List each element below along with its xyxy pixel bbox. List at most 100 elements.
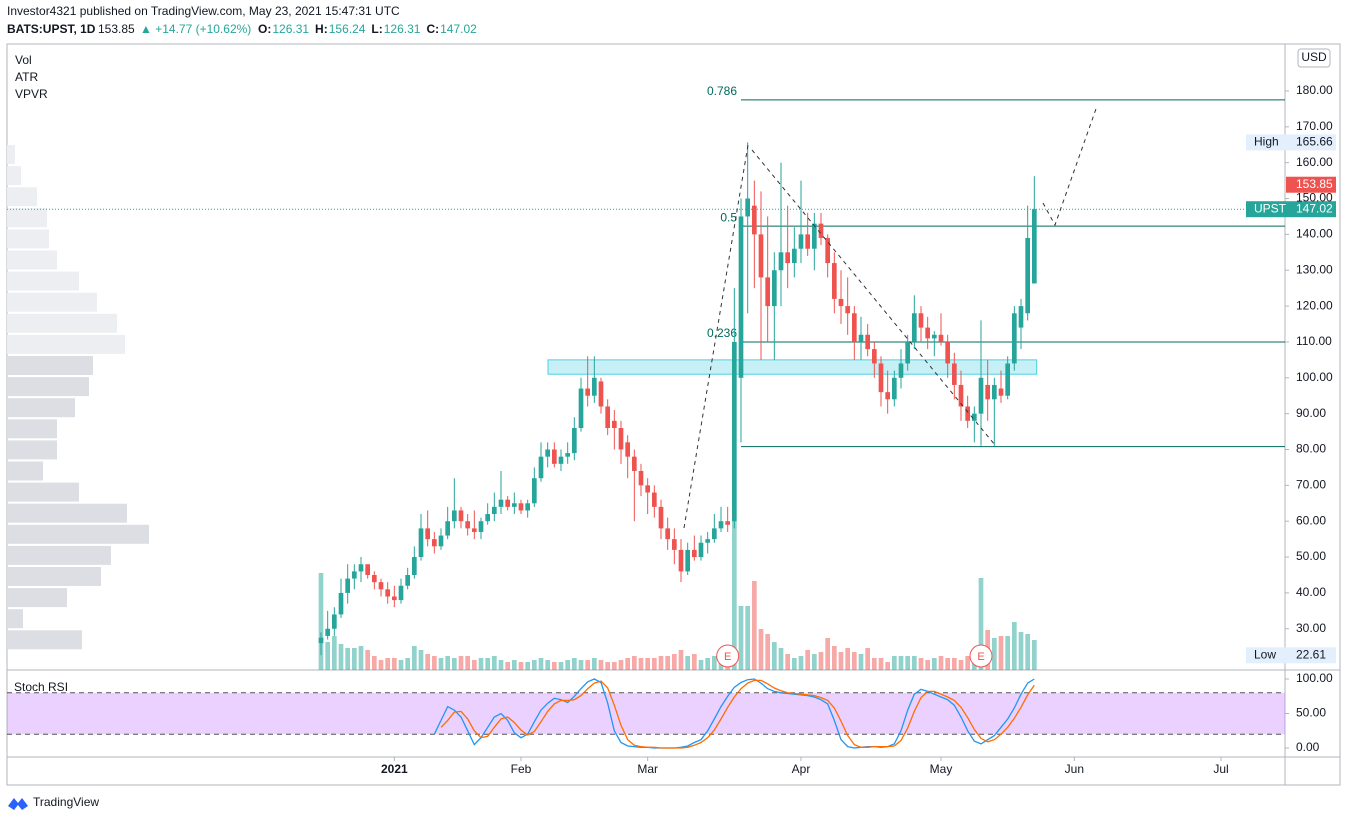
volume-bar <box>412 646 417 670</box>
candle-body <box>918 313 924 328</box>
ohlc-label: L: <box>371 22 382 36</box>
candle-body <box>865 334 870 350</box>
candle-body <box>385 589 390 597</box>
volume-bar <box>805 650 810 670</box>
volume-bar <box>658 656 664 670</box>
volume-bar <box>405 658 410 670</box>
candle-body <box>825 237 830 264</box>
x-tick-label: Feb <box>511 762 532 776</box>
last-price: 153.85 <box>98 22 135 36</box>
volume-bar <box>812 654 817 670</box>
volume-bar <box>485 658 490 670</box>
volume-bar <box>458 656 464 670</box>
ohlc-value: 147.02 <box>440 22 477 36</box>
candle-body <box>852 313 857 342</box>
candle-body <box>438 535 444 547</box>
volume-bar <box>592 658 597 670</box>
candle-body <box>552 449 557 464</box>
candle-body <box>952 363 957 385</box>
candle-body <box>485 514 490 522</box>
candle-body <box>625 442 630 457</box>
volume-bar <box>585 660 590 670</box>
price-badge-label: UPST <box>1254 201 1287 215</box>
volume-bar <box>498 660 504 670</box>
price-badge-text: 147.02 <box>1296 201 1333 215</box>
candle-body <box>445 521 450 536</box>
volume-bar <box>1018 632 1024 670</box>
vpvr-row <box>7 630 82 650</box>
symbol: BATS:UPST, 1D <box>7 22 96 36</box>
volume-bar <box>438 658 444 670</box>
candle-body <box>985 384 990 400</box>
candle-body <box>805 234 810 249</box>
volume-bar <box>612 662 617 670</box>
stoch-tick-label: 50.00 <box>1296 706 1326 720</box>
volume-bar <box>398 660 404 670</box>
vpvr-row <box>7 313 117 333</box>
stoch-line <box>440 679 1035 749</box>
candle-body <box>958 384 964 407</box>
candle-body <box>352 571 357 579</box>
candle-body <box>318 637 324 644</box>
forecast-drawing <box>1042 105 1098 227</box>
volume-bar <box>838 652 844 670</box>
ohlc-value: 126.31 <box>384 22 421 36</box>
vpvr-row <box>7 271 79 291</box>
volume-bar <box>758 629 764 670</box>
currency-badge[interactable] <box>1297 48 1331 68</box>
volume-bar <box>652 658 657 670</box>
candle-body <box>338 592 344 615</box>
candle-body <box>545 449 550 457</box>
candle-body <box>645 485 650 493</box>
candle-body <box>532 478 537 504</box>
y-tick-label: 180.00 <box>1296 83 1333 97</box>
candle-body <box>358 564 364 572</box>
y-tick-label: 150.00 <box>1296 191 1333 205</box>
ohlc-label: H: <box>315 22 328 36</box>
candle-body <box>812 223 817 249</box>
volume-bar <box>425 654 430 670</box>
volume-bar <box>958 660 964 670</box>
y-tick-label: 110.00 <box>1296 334 1332 348</box>
candle-body <box>405 574 410 586</box>
candle-body <box>765 277 770 307</box>
candle-body <box>505 499 510 507</box>
volume-bar <box>1025 634 1030 670</box>
price-pane: 0.786 0.5 0.236 E E 165.66 High 153.85 147.02 UPS… <box>7 84 1336 670</box>
price-badge-tag <box>1246 201 1286 218</box>
candle-body <box>772 270 777 307</box>
candle-body <box>725 521 730 525</box>
y-tick-label: 80.00 <box>1296 442 1326 456</box>
candle-body <box>845 306 850 314</box>
volume-bar <box>912 656 917 670</box>
candle-body <box>425 528 430 540</box>
candle-body <box>498 499 504 507</box>
volume-bar <box>505 662 510 670</box>
candle-body <box>1032 209 1037 284</box>
candle-body <box>652 492 657 507</box>
volume-bar <box>878 658 884 670</box>
candle-body <box>925 327 930 339</box>
volume-bar <box>765 634 770 670</box>
candle-body <box>898 363 904 378</box>
candle-body <box>738 216 744 378</box>
price-badge-label: High <box>1254 135 1279 149</box>
volume-bar <box>678 650 684 670</box>
vpvr-row <box>7 334 125 354</box>
volume-bar <box>385 658 390 670</box>
candle-body <box>585 388 590 396</box>
volume-bar <box>698 660 704 670</box>
candle-body <box>892 377 897 400</box>
vpvr-row <box>7 208 47 228</box>
volume-bar <box>818 652 824 670</box>
volume-bar <box>992 638 997 670</box>
volume-bar <box>365 650 370 670</box>
candle-body <box>598 381 604 407</box>
y-tick-label: 160.00 <box>1296 155 1333 169</box>
vpvr-row <box>7 524 149 544</box>
volume-bar <box>1005 636 1010 670</box>
volume-bar <box>345 648 350 670</box>
candle-body <box>518 503 524 511</box>
candle-body <box>705 539 710 543</box>
